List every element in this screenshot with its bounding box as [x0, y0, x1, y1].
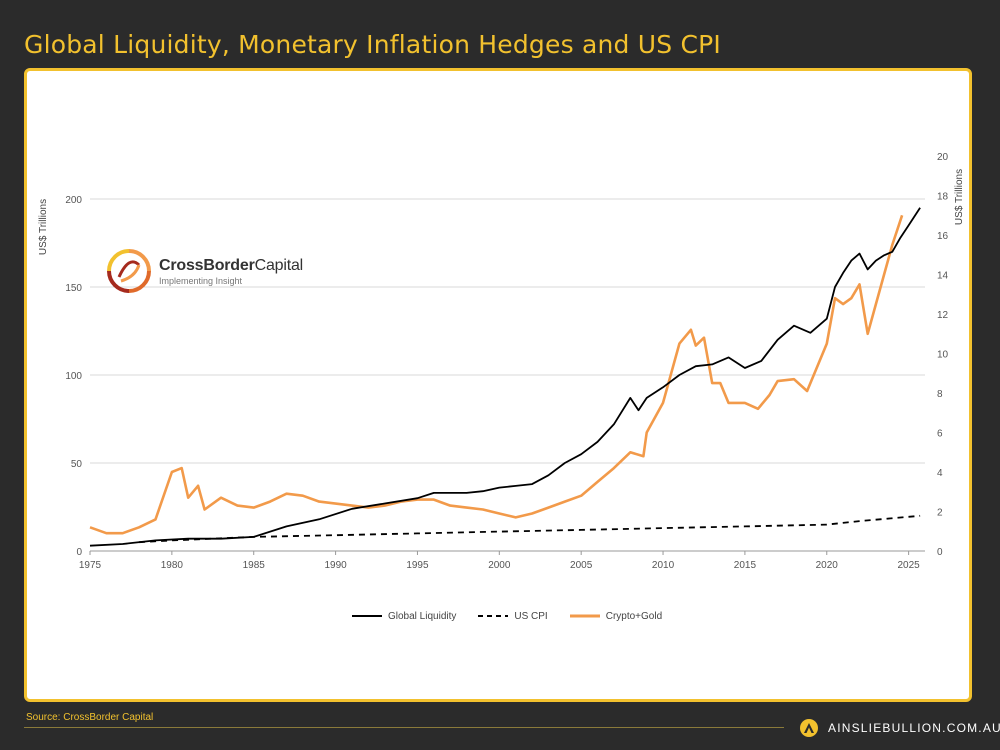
crossborder-logo: CrossBorderCapital Implementing Insight — [105, 247, 303, 295]
right-tick-label: 6 — [937, 429, 943, 440]
x-tick-label: 1985 — [243, 560, 266, 571]
x-tick-label: 2025 — [898, 560, 921, 571]
series-layer — [89, 207, 921, 547]
right-tick-label: 2 — [937, 508, 943, 519]
series-line-crypto-gold — [89, 214, 904, 535]
x-tick-label: 1980 — [161, 560, 184, 571]
right-tick-label: 10 — [937, 350, 949, 361]
x-tick-label: 1995 — [406, 560, 429, 571]
legend-label: Global Liquidity — [388, 610, 457, 622]
right-axis-ticks: 0 2 4 6 8 10 12 14 16 18 20 — [937, 152, 949, 558]
chart-panel: 0 50 100 150 200 0 2 4 6 8 10 12 14 16 18 20 1975 1980 1… — [24, 68, 972, 702]
brand-text: AINSLIEBULLION.COM.AU — [828, 721, 1000, 735]
logo-name-bold: CrossBorder — [159, 256, 255, 274]
x-tick-label: 1990 — [324, 560, 347, 571]
left-tick-label: 50 — [71, 459, 83, 470]
right-tick-label: 14 — [937, 271, 949, 282]
right-tick-label: 0 — [937, 547, 943, 558]
gridlines — [90, 198, 925, 552]
left-axis-label: US$ Trillions — [38, 199, 49, 255]
legend-item-global-liquidity: Global Liquidity — [352, 611, 456, 622]
chart-legend: Global Liquidity US CPI Crypto+Gold — [352, 606, 684, 626]
legend-item-us-cpi: US CPI — [478, 610, 548, 622]
x-tick-label: 2010 — [652, 560, 675, 571]
logo-tagline: Implementing Insight — [159, 275, 243, 286]
legend-swatch-solid-black — [352, 615, 382, 617]
footer-divider — [24, 727, 784, 728]
right-axis-label: US$ Trillions — [954, 169, 965, 225]
logo-name: CrossBorderCapital — [159, 257, 303, 275]
x-axis-ticks: 1975 1980 1985 1990 1995 2000 2005 2010 2015 2020… — [79, 551, 920, 571]
x-tick-label: 2015 — [734, 560, 757, 571]
left-tick-label: 100 — [65, 371, 82, 382]
crossborder-swirl-logo-icon — [107, 249, 151, 293]
left-tick-label: 0 — [76, 547, 82, 558]
legend-label: US CPI — [514, 610, 548, 622]
x-tick-label: 1975 — [79, 560, 102, 571]
legend-swatch-solid-orange — [569, 614, 600, 618]
x-tick-label: 2020 — [816, 560, 839, 571]
series-line-global-liquidity — [89, 207, 921, 547]
right-tick-label: 8 — [937, 389, 943, 400]
x-tick-label: 2005 — [570, 560, 593, 571]
left-axis-ticks: 0 50 100 150 200 — [65, 195, 82, 558]
right-tick-label: 12 — [937, 310, 949, 321]
right-tick-label: 20 — [937, 152, 949, 163]
legend-swatch-dashed-black — [478, 615, 509, 617]
logo-name-rest: Capital — [254, 256, 304, 274]
x-tick-label: 2000 — [488, 560, 511, 571]
source-note: Source: CrossBorder Capital — [26, 712, 154, 723]
ainslie-brand: AINSLIEBULLION.COM.AU — [800, 717, 1000, 739]
legend-label: Crypto+Gold — [605, 610, 663, 622]
left-tick-label: 150 — [65, 283, 82, 294]
left-tick-label: 200 — [65, 195, 82, 206]
chart-title: Global Liquidity, Monetary Inflation Hed… — [24, 30, 721, 59]
right-tick-label: 18 — [937, 192, 949, 203]
ainslie-a-logo-icon — [800, 719, 818, 737]
legend-item-crypto-gold: Crypto+Gold — [569, 610, 663, 622]
right-tick-label: 16 — [937, 231, 949, 242]
series-line-us-cpi — [139, 514, 921, 544]
right-tick-label: 4 — [937, 468, 943, 479]
